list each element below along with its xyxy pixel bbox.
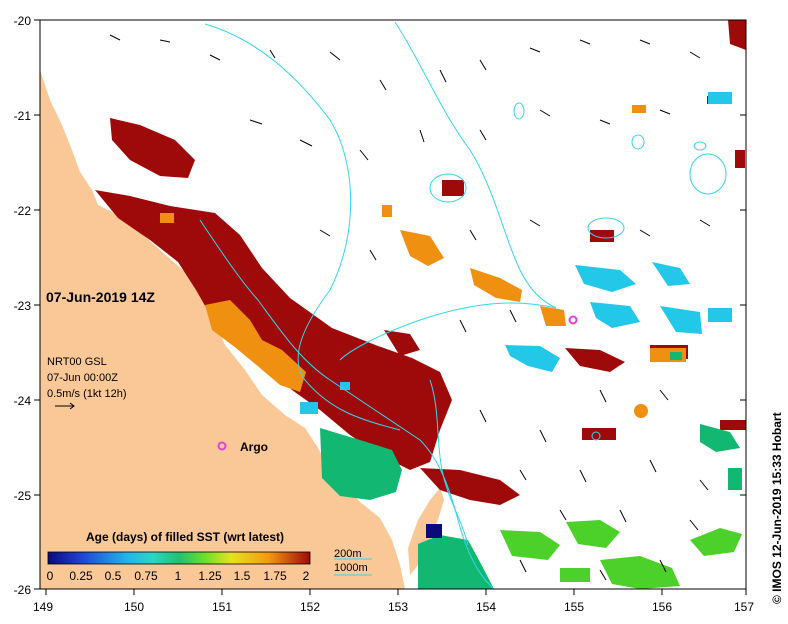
legend-tick: 0.25 (69, 569, 93, 583)
lat-tick: -21 (14, 109, 32, 123)
current-scale-label: 0.5m/s (1kt 12h) (47, 388, 127, 400)
legend-tick: 0 (47, 569, 54, 583)
contour-1000-label: 1000m (334, 562, 368, 574)
nrt-label: NRT00 GSL (47, 356, 107, 368)
legend-colorbar (47, 551, 311, 565)
lat-tick: -24 (14, 394, 32, 408)
lon-tick: 157 (734, 600, 754, 614)
legend-title: Age (days) of filled SST (wrt latest) (86, 530, 285, 544)
lat-tick: -26 (14, 583, 32, 597)
bathymetry-contours (199, 21, 727, 590)
lon-tick: 155 (564, 600, 584, 614)
lat-tick: -22 (14, 204, 32, 218)
contour-200-label: 200m (334, 548, 362, 560)
lat-tick-labels: -20 -21 -22 -23 -24 -25 -26 (14, 14, 32, 597)
nrt-time: 07-Jun 00:00Z (47, 372, 118, 384)
axis-ticks (34, 19, 747, 595)
sst-age-0-5 (300, 92, 732, 414)
lon-tick: 152 (300, 600, 320, 614)
legend-tick: 0.75 (134, 569, 158, 583)
sst-age-1 (320, 352, 742, 589)
lon-tick: 156 (652, 600, 672, 614)
legend-tick: 0.5 (105, 569, 122, 583)
argo-markers (217, 315, 578, 451)
lat-tick: -25 (14, 489, 32, 503)
lat-tick: -23 (14, 299, 32, 313)
argo-float-marker (217, 441, 227, 451)
lon-tick-labels: 149 150 151 152 153 154 155 156 157 (33, 600, 754, 614)
lon-tick: 149 (33, 600, 53, 614)
argo-float-marker (568, 315, 578, 325)
argo-label: Argo (240, 440, 268, 454)
lon-tick: 150 (124, 600, 144, 614)
lon-tick: 153 (388, 600, 408, 614)
land (40, 20, 405, 589)
current-vectors (109, 34, 711, 581)
lon-tick: 151 (212, 600, 232, 614)
sst-age-1-75 (160, 105, 686, 418)
legend-tick: 1 (175, 569, 182, 583)
sst-age-1-25 (500, 520, 742, 589)
legend-tick: 1.5 (234, 569, 251, 583)
legend-tick: 1.25 (198, 569, 222, 583)
legend-tick-labels: 0 0.25 0.5 0.75 1 1.25 1.5 1.75 2 (47, 569, 310, 583)
lon-tick: 154 (476, 600, 496, 614)
sst-age-0 (426, 524, 442, 538)
imos-credit: © IMOS 12-Jun-2019 15:33 Hobart (770, 412, 784, 604)
legend-tick: 1.75 (263, 569, 287, 583)
current-scale-arrow (55, 402, 75, 410)
legend-tick: 2 (303, 569, 310, 583)
lat-tick: -20 (14, 14, 32, 28)
map-date-title: 07-Jun-2019 14Z (46, 289, 155, 305)
